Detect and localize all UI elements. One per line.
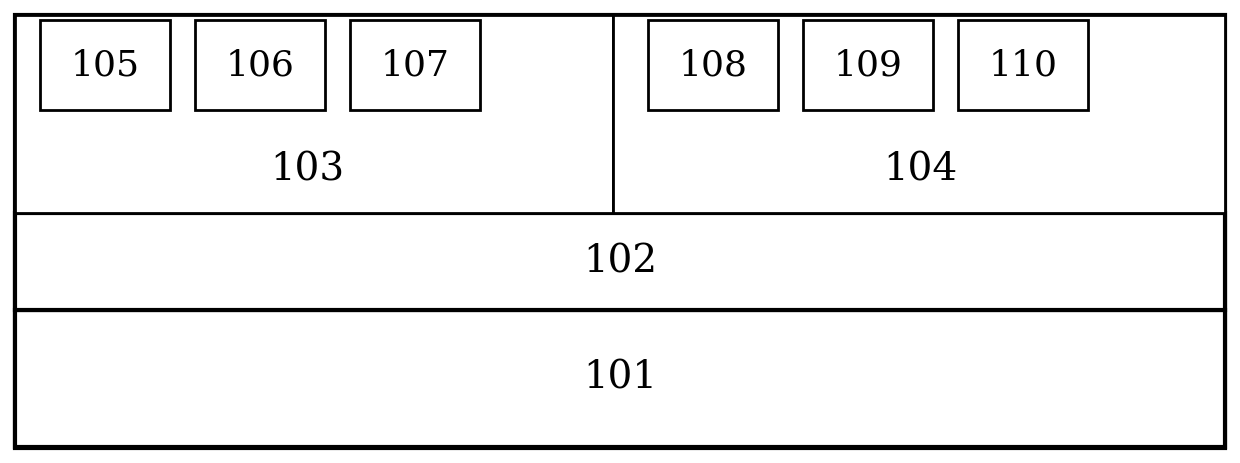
Bar: [350, 20, 480, 110]
Bar: [649, 20, 777, 110]
Bar: [15, 15, 613, 213]
Bar: [613, 15, 1225, 213]
Text: 110: 110: [988, 48, 1058, 82]
Text: 104: 104: [883, 151, 957, 188]
Text: 109: 109: [833, 48, 903, 82]
Text: 102: 102: [583, 244, 657, 281]
Bar: [195, 20, 325, 110]
Text: 108: 108: [678, 48, 748, 82]
Text: 105: 105: [71, 48, 140, 82]
Bar: [15, 213, 1225, 310]
Bar: [959, 20, 1087, 110]
Text: 103: 103: [270, 151, 343, 188]
Text: 101: 101: [583, 359, 657, 396]
Bar: [15, 310, 1225, 447]
Bar: [804, 20, 932, 110]
Text: 106: 106: [226, 48, 294, 82]
Bar: [40, 20, 170, 110]
Text: 107: 107: [381, 48, 449, 82]
